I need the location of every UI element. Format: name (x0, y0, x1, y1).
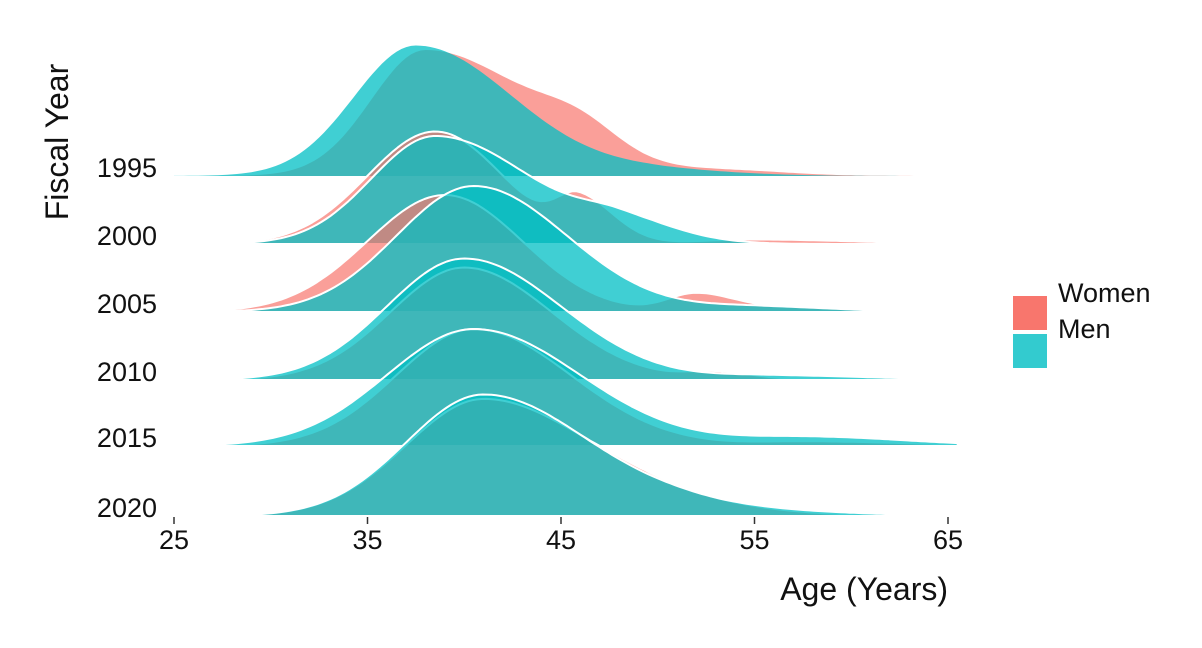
x-axis: 25 35 45 55 65 (159, 517, 963, 555)
legend-label-women: Women (1058, 278, 1151, 308)
legend-swatch-men (1013, 334, 1047, 368)
legend-swatch-women (1013, 296, 1047, 330)
x-tick-label-45: 45 (546, 525, 576, 555)
y-tick-label-2015: 2015 (97, 423, 157, 453)
x-axis-title: Age (Years) (780, 571, 948, 607)
ridge-men-2005 (231, 185, 949, 313)
y-tick-labels: 1995 2000 2005 2010 2015 2020 (97, 153, 157, 523)
x-tick-label-25: 25 (159, 525, 189, 555)
ridge-men-2020 (231, 393, 949, 517)
ridges-layer (174, 45, 959, 517)
y-tick-label-2020: 2020 (97, 493, 157, 523)
legend: Women Men (1013, 278, 1151, 368)
y-tick-label-1995: 1995 (97, 153, 157, 183)
ridge-men-2010 (231, 257, 949, 381)
y-tick-label-2005: 2005 (97, 289, 157, 319)
x-tick-label-55: 55 (739, 525, 769, 555)
ridge-men-1995 (174, 45, 948, 176)
ridge-men-2015 (221, 328, 959, 447)
y-tick-label-2000: 2000 (97, 221, 157, 251)
legend-label-men: Men (1058, 314, 1111, 344)
x-tick-label-65: 65 (933, 525, 963, 555)
x-tick-label-35: 35 (352, 525, 382, 555)
y-axis-title: Fiscal Year (39, 63, 75, 220)
y-tick-label-2010: 2010 (97, 357, 157, 387)
